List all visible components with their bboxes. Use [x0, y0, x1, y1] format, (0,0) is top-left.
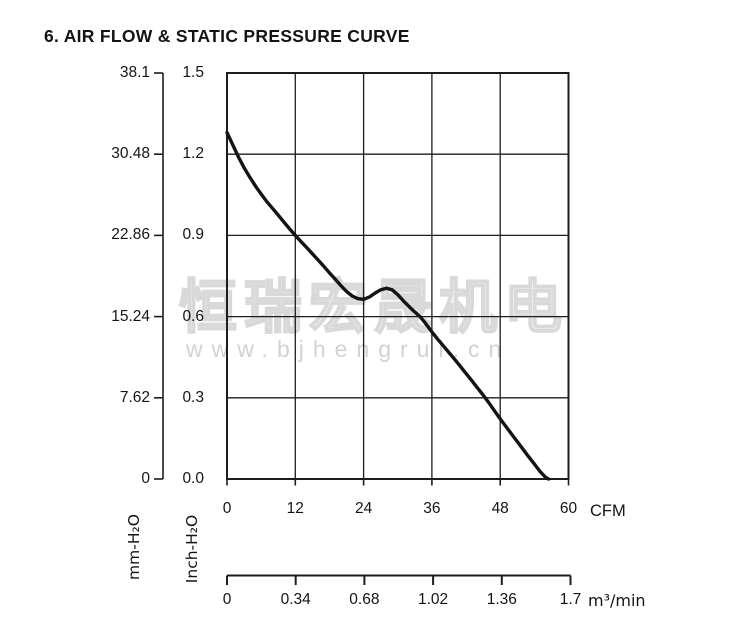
- cfm-unit-label: CFM: [590, 502, 626, 520]
- static-pressure-curve: [225, 130, 551, 481]
- plot-border: [226, 72, 570, 480]
- page-title: 6. AIR FLOW & STATIC PRESSURE CURVE: [44, 26, 410, 46]
- mm-h2o-axis-label: mm-H₂O: [125, 514, 143, 580]
- watermark-website-text: www.bjhengrui.cn: [186, 336, 511, 362]
- m3min-unit-label: m³/min: [588, 591, 646, 610]
- watermark-chinese-text: 恒瑞宏晟机电: [178, 274, 570, 341]
- inch-h2o-axis-label: Inch-H₂O: [183, 514, 201, 584]
